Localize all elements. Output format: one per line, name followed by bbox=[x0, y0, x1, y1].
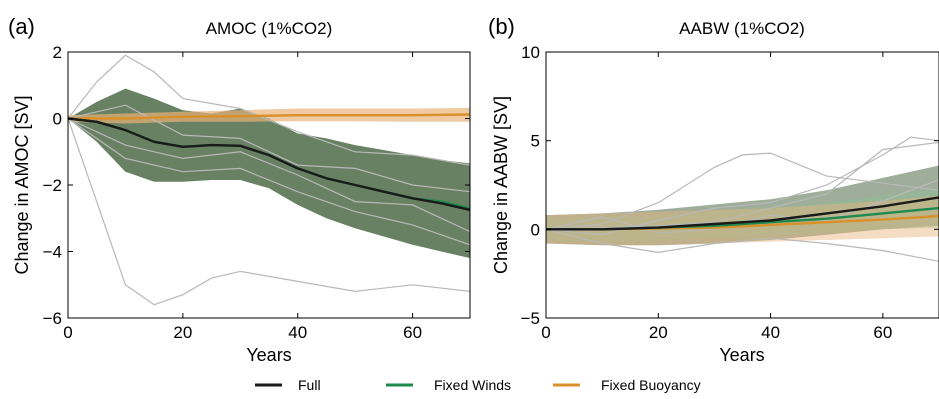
panel-b-title: AABW (1%CO2) bbox=[679, 19, 805, 38]
panel-a-line-fixed-buoyancy bbox=[68, 113, 470, 120]
panel-b-ytick-label: 5 bbox=[531, 132, 540, 151]
panel-b-ytick-label: 0 bbox=[531, 220, 540, 239]
panel-a-member-line-5 bbox=[68, 104, 470, 193]
panel-a-member-line-4 bbox=[68, 118, 470, 246]
panel-a-member-line-1 bbox=[68, 118, 241, 306]
panel-b-xlabel: Years bbox=[719, 345, 764, 365]
panel-a-plot-area bbox=[68, 54, 470, 306]
panel-a-ytick-label: −6 bbox=[43, 309, 62, 328]
legend-label-full: Full bbox=[298, 377, 321, 393]
panel-b-ytick-label: −5 bbox=[521, 309, 540, 328]
panel-a-ytick-label: −2 bbox=[43, 176, 62, 195]
panel-b-xtick-label: 40 bbox=[761, 323, 780, 342]
panel-a-band-full bbox=[68, 88, 470, 259]
panel-a-member-line-2 bbox=[240, 270, 470, 293]
panel-b-member-line-1 bbox=[546, 152, 939, 230]
panel-b-member-line-3 bbox=[546, 141, 939, 230]
panel-a-line-full bbox=[68, 117, 470, 212]
panel-a-xtick-label: 0 bbox=[63, 323, 72, 342]
panel-a-ytick-label: −4 bbox=[43, 243, 62, 262]
panel-b-letter: (b) bbox=[488, 14, 515, 39]
panel-b-axes-frame bbox=[545, 51, 939, 319]
legend-label-fixed-winds: Fixed Winds bbox=[434, 377, 511, 393]
panel-a-ytick-label: 2 bbox=[53, 43, 62, 62]
panel-b-ytick-label: 10 bbox=[521, 43, 540, 62]
panel-a-ytick-label: 0 bbox=[53, 110, 62, 129]
panel-b-member-line-4 bbox=[546, 228, 939, 262]
panel-b-band-fixed-buoyancy bbox=[546, 195, 939, 246]
panel-b-line-full bbox=[546, 196, 939, 231]
panel-b-xtick-label: 20 bbox=[649, 323, 668, 342]
panel-a-xlabel: Years bbox=[246, 345, 291, 365]
legend-label-fixed-buoyancy: Fixed Buoyancy bbox=[601, 377, 701, 393]
panel-a-title: AMOC (1%CO2) bbox=[206, 19, 333, 38]
panel-a-xtick-label: 20 bbox=[173, 323, 192, 342]
panel-a-member-line-6 bbox=[68, 117, 470, 233]
panel-b-plot-area bbox=[546, 136, 939, 262]
panel-a-ylabel: Change in AMOC [SV] bbox=[12, 95, 32, 274]
panel-b-xtick-label: 0 bbox=[541, 323, 550, 342]
panel-a-member-line-3 bbox=[68, 54, 470, 166]
panel-a-xtick-label: 60 bbox=[403, 323, 422, 342]
panel-b-xtick-label: 60 bbox=[873, 323, 892, 342]
panel-b-ylabel: Change in AABW [SV] bbox=[491, 96, 511, 274]
panel-a-letter: (a) bbox=[8, 14, 35, 39]
legend: Full Fixed Winds Fixed Buoyancy bbox=[255, 377, 701, 393]
panel-a-xtick-label: 40 bbox=[288, 323, 307, 342]
